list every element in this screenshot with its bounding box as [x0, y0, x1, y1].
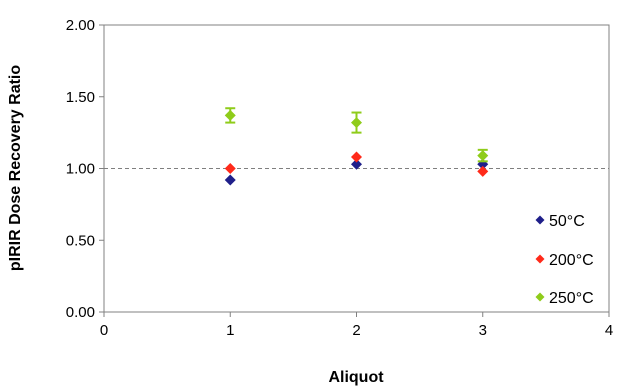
point-1-2	[477, 165, 489, 177]
legend-label: 200°C	[549, 252, 594, 269]
y-tick-label: 1.50	[66, 89, 95, 106]
y-axis-ticks: 0.00 0.50 1.00 1.50 2.00	[66, 17, 104, 321]
x-tick-label: 2	[352, 322, 360, 339]
legend: 50°C 200°C 250°C	[535, 213, 594, 307]
y-tick-label: 0.50	[66, 232, 95, 249]
x-tick-label: 3	[479, 322, 487, 339]
legend-marker	[535, 215, 545, 225]
data-points	[224, 107, 489, 186]
x-tick-label: 0	[100, 322, 108, 339]
point-2-0	[224, 109, 236, 121]
x-axis-ticks: 0 1 2 3 4	[100, 312, 613, 339]
point-2-2	[477, 150, 489, 162]
legend-marker	[535, 292, 545, 302]
x-tick-label: 4	[605, 322, 613, 339]
y-axis-label: pIRIR Dose Recovery Ratio	[7, 65, 24, 272]
legend-marker	[535, 254, 545, 264]
point-1-0	[224, 163, 236, 174]
point-1-1	[351, 151, 362, 163]
x-axis-label: Aliquot	[328, 369, 384, 386]
x-tick-label: 1	[226, 322, 234, 339]
legend-label: 50°C	[549, 213, 585, 230]
point-0-1	[351, 158, 362, 170]
point-0-0	[224, 174, 236, 186]
legend-label: 250°C	[549, 290, 594, 307]
y-tick-label: 2.00	[66, 17, 95, 34]
y-tick-label: 1.00	[66, 161, 95, 178]
y-tick-label: 0.00	[66, 304, 95, 321]
point-2-1	[351, 117, 362, 129]
